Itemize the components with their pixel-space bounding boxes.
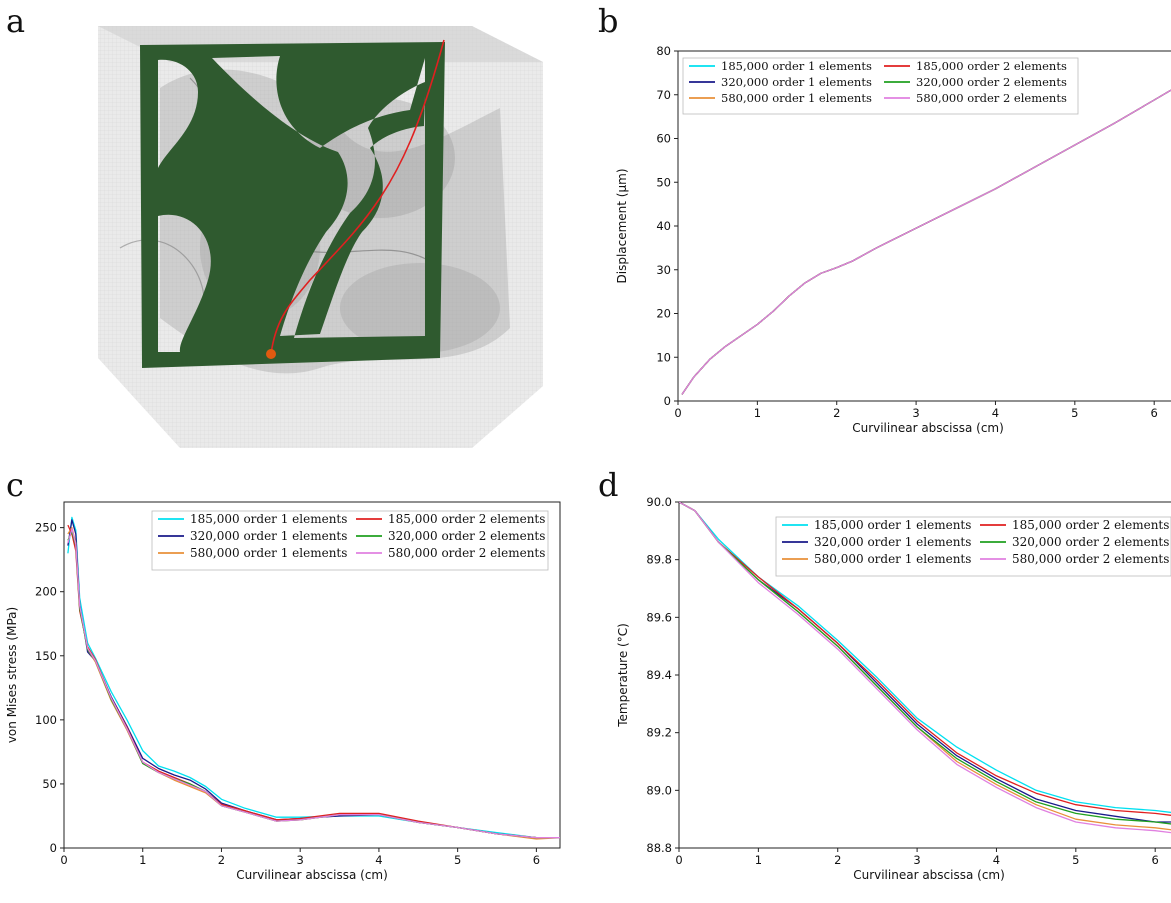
- y-axis-label: von Mises stress (MPa): [5, 607, 19, 743]
- x-axis-label: Curvilinear abscissa (cm): [853, 868, 1005, 882]
- series-group: [679, 502, 1171, 834]
- y-tick-label: 60: [656, 132, 671, 146]
- x-tick-label: 2: [218, 853, 225, 867]
- red-path: [270, 39, 445, 355]
- y-axis-label: Temperature (°C): [616, 623, 630, 728]
- chart-c: 0 1 2 3 4 5 6 0 50 100 150 200 250 Curvilinear abscis…: [5, 501, 561, 882]
- y-tick-label: 40: [656, 219, 671, 233]
- legend-label: 320,000 order 1 elements: [721, 75, 872, 89]
- series-line: [679, 502, 1171, 816]
- x-tick-label: 3: [913, 853, 920, 867]
- y-axis-label: Displacement (μm): [615, 169, 629, 284]
- x-tick-label: 6: [533, 853, 540, 867]
- y-tick-label: 30: [656, 263, 671, 277]
- panel-label-c: c: [6, 466, 24, 504]
- x-tick-label: 1: [139, 853, 146, 867]
- x-tick-label: 1: [754, 406, 761, 420]
- x-tick-label: 5: [1072, 853, 1079, 867]
- y-tick-label: 100: [35, 713, 57, 727]
- x-tick-label: 0: [675, 853, 682, 867]
- series-line: [67, 526, 560, 840]
- legend-label: 580,000 order 1 elements: [721, 91, 872, 105]
- series-line: [67, 530, 560, 839]
- panel-a-render: [98, 26, 543, 448]
- x-axis-label: Curvilinear abscissa (cm): [852, 421, 1004, 435]
- y-tick-label: 20: [656, 307, 671, 321]
- legend-label: 185,000 order 2 elements: [388, 512, 545, 526]
- legend-label: 580,000 order 1 elements: [190, 546, 347, 560]
- y-tick-label: 80: [656, 44, 671, 58]
- series-group: [67, 516, 560, 840]
- series-line: [679, 502, 1171, 825]
- y-tick-label: 50: [42, 777, 57, 791]
- x-tick-label: 5: [454, 853, 461, 867]
- y-tick-label: 89.8: [646, 553, 672, 567]
- plot-frame: [63, 501, 561, 849]
- x-tick-label: 3: [912, 406, 919, 420]
- y-tick-label: 89.4: [646, 668, 672, 682]
- series-line: [679, 502, 1171, 814]
- x-tick-label: 1: [755, 853, 762, 867]
- chart-d: 0 1 2 3 4 5 6 88.8 89.0 89.2 89.4 89.6 89.8 90.0 Curvi…: [616, 495, 1171, 882]
- series-line: [679, 502, 1171, 834]
- legend-label: 320,000 order 2 elements: [388, 529, 545, 543]
- legend-label: 580,000 order 2 elements: [1012, 552, 1169, 566]
- y-tick-label: 0: [50, 841, 57, 855]
- series-line: [67, 528, 560, 839]
- x-tick-label: 4: [993, 853, 1000, 867]
- y-tick-label: 89.0: [646, 783, 672, 797]
- legend-label: 320,000 order 2 elements: [1012, 535, 1169, 549]
- y-tick-label: 89.2: [646, 726, 672, 740]
- series-line: [681, 89, 1171, 395]
- legend-label: 185,000 order 1 elements: [190, 512, 347, 526]
- panel-label-d: d: [598, 466, 619, 504]
- y-tick-label: 50: [656, 175, 671, 189]
- legend-label: 580,000 order 2 elements: [388, 546, 545, 560]
- series-line: [67, 524, 560, 839]
- legend-label: 580,000 order 1 elements: [814, 552, 971, 566]
- legend-label: 580,000 order 2 elements: [916, 91, 1067, 105]
- legend-box: [775, 516, 1171, 577]
- x-tick-label: 3: [297, 853, 304, 867]
- legend-box: [151, 510, 549, 571]
- x-axis-label: Curvilinear abscissa (cm): [236, 868, 388, 882]
- start-point: [266, 349, 276, 359]
- legend-label: 320,000 order 1 elements: [190, 529, 347, 543]
- y-tick-label: 90.0: [646, 495, 672, 509]
- y-tick-label: 200: [35, 585, 57, 599]
- y-tick-label: 88.8: [646, 841, 672, 855]
- y-tick-label: 150: [35, 649, 57, 663]
- x-tick-label: 2: [833, 406, 840, 420]
- series-group: [681, 89, 1171, 395]
- x-tick-label: 0: [60, 853, 67, 867]
- x-tick-label: 2: [834, 853, 841, 867]
- x-tick-label: 4: [375, 853, 382, 867]
- x-tick-label: 0: [674, 406, 681, 420]
- legend-label: 320,000 order 1 elements: [814, 535, 971, 549]
- legend-box: [682, 57, 1079, 115]
- legend-label: 185,000 order 2 elements: [916, 59, 1067, 73]
- legend-label: 185,000 order 2 elements: [1012, 518, 1169, 532]
- y-tick-label: 89.6: [646, 610, 672, 624]
- y-tick-label: 250: [35, 521, 57, 535]
- x-tick-label: 6: [1151, 406, 1158, 420]
- legend-label: 185,000 order 1 elements: [721, 59, 872, 73]
- x-tick-label: 4: [992, 406, 999, 420]
- x-tick-label: 6: [1152, 853, 1159, 867]
- y-tick-label: 0: [664, 394, 671, 408]
- green-cross-section: [140, 42, 445, 368]
- legend-label: 185,000 order 1 elements: [814, 518, 971, 532]
- x-tick-label: 5: [1071, 406, 1078, 420]
- legend-label: 320,000 order 2 elements: [916, 75, 1067, 89]
- panel-label-b: b: [598, 2, 619, 40]
- panel-label-a: a: [6, 2, 26, 40]
- y-tick-label: 10: [656, 350, 671, 364]
- y-tick-label: 70: [656, 88, 671, 102]
